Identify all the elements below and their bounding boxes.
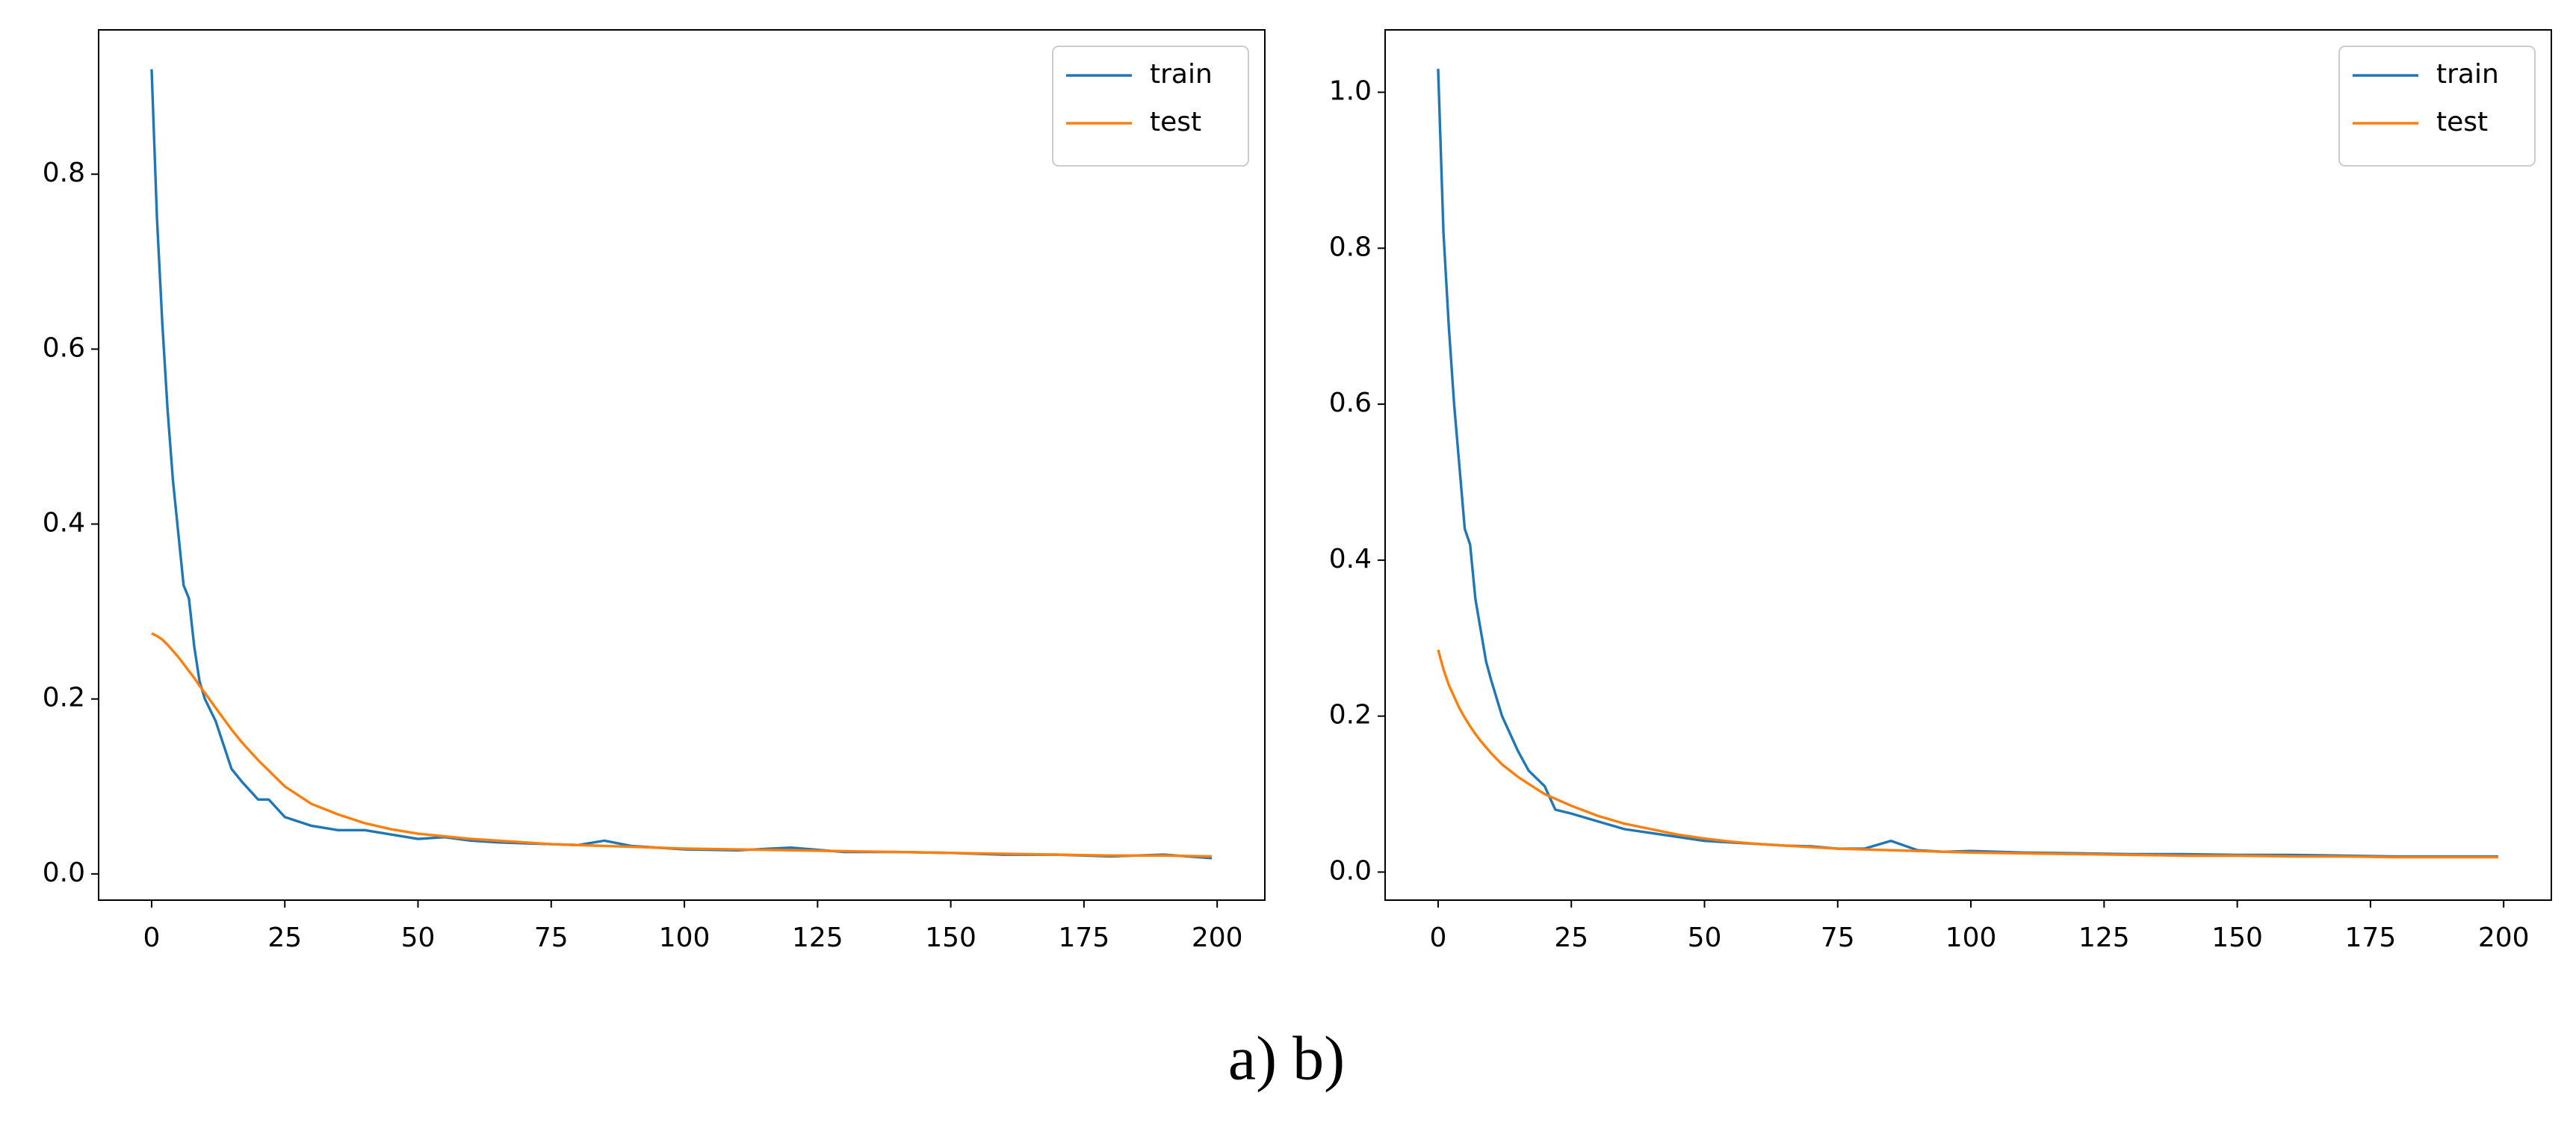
x-tick-label: 75	[1821, 923, 1855, 953]
series-line	[150, 69, 1213, 860]
y-tick-label: 0.8	[1329, 232, 1372, 262]
series-line	[1437, 649, 2499, 859]
x-tick-label: 25	[267, 923, 302, 953]
x-tick-label: 0	[1430, 923, 1447, 953]
legend-label: test	[2436, 107, 2488, 137]
x-tick-label: 75	[534, 923, 569, 953]
y-tick-label: 0.0	[1329, 855, 1372, 886]
y-tick-label: 0.4	[1329, 544, 1372, 574]
y-tick-label: 0.4	[43, 508, 85, 539]
x-tick-label: 100	[659, 923, 710, 953]
plot-frame	[98, 29, 1266, 901]
legend-label: train	[2436, 59, 2499, 90]
x-tick-label: 100	[1945, 923, 1997, 953]
y-tick-label: 1.0	[1329, 76, 1372, 107]
y-tick-label: 0.6	[1329, 388, 1372, 418]
x-tick-label: 150	[2211, 923, 2263, 953]
legend-label: train	[1150, 59, 1213, 90]
legend-label: test	[1150, 107, 1201, 137]
series-line	[1437, 69, 2499, 858]
plot-frame	[1384, 29, 2552, 901]
y-tick-label: 0.6	[43, 332, 85, 363]
caption: a) b)	[1228, 1023, 1345, 1093]
series-line	[151, 632, 1213, 858]
y-tick-label: 0.2	[43, 683, 85, 713]
x-tick-label: 125	[792, 923, 843, 953]
x-tick-label: 150	[925, 923, 976, 953]
x-tick-label: 0	[143, 923, 161, 953]
x-tick-label: 25	[1554, 923, 1588, 953]
x-tick-label: 175	[2345, 923, 2397, 953]
x-tick-label: 50	[401, 923, 436, 953]
x-tick-label: 175	[1059, 923, 1110, 953]
x-tick-label: 125	[2078, 923, 2130, 953]
y-tick-label: 0.8	[43, 158, 85, 188]
y-tick-label: 0.2	[1329, 700, 1372, 731]
x-tick-label: 200	[1192, 923, 1243, 953]
y-tick-label: 0.0	[43, 858, 85, 888]
x-tick-label: 200	[2478, 923, 2530, 953]
x-tick-label: 50	[1688, 923, 1722, 953]
